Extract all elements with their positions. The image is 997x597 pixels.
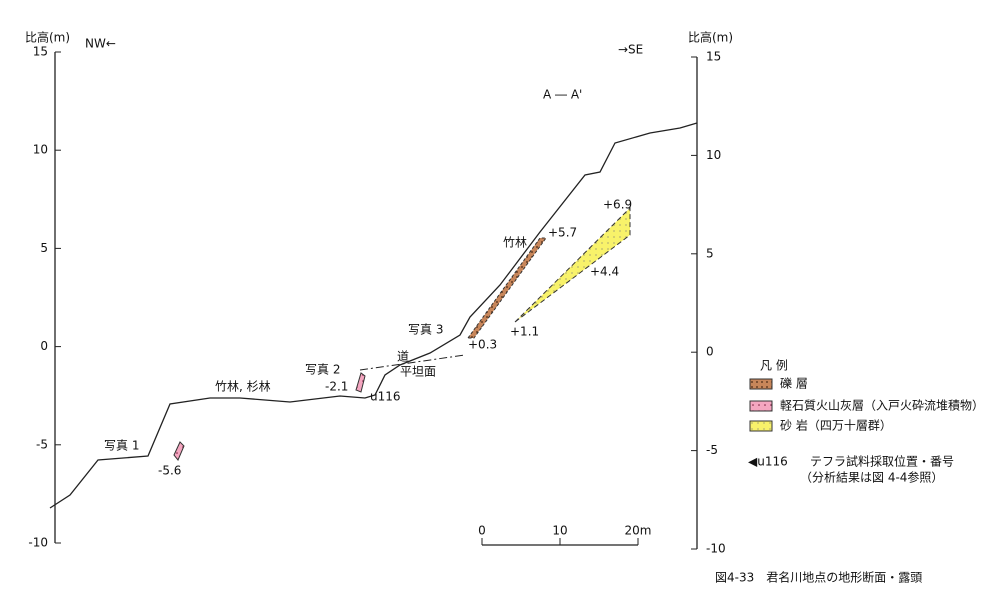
tick-label: -10 <box>706 542 726 556</box>
elevation: -5.6 <box>158 464 181 478</box>
photo-label: 写真 2 <box>305 363 340 377</box>
caption: 図4-33 君名川地点の地形断面・露頭 <box>715 570 922 585</box>
legend-item: テフラ試料採取位置・番号 <box>810 454 954 469</box>
direction: →SE <box>618 43 643 57</box>
flat-surface <box>359 354 466 371</box>
photo-label: 写真 1 <box>104 439 139 453</box>
photo-label: 写真 3 <box>408 323 443 337</box>
section-label: A ― A' <box>543 88 582 102</box>
elevation: +5.7 <box>548 226 577 240</box>
tick-label: -10 <box>28 536 48 550</box>
tick-label: 0 <box>706 345 714 359</box>
tick-label: 15 <box>706 50 721 64</box>
pumice-outcrop <box>173 441 185 461</box>
label: 竹林 <box>503 236 527 250</box>
gravel-layer <box>467 237 547 339</box>
legend-item: ◀u116 <box>748 455 788 469</box>
elevation: +6.9 <box>603 198 632 212</box>
label: 平坦面 <box>400 365 436 379</box>
scale-label: 0 <box>478 524 486 538</box>
legend-swatch <box>749 378 773 390</box>
axis-label: 比高(m) <box>25 30 70 45</box>
axes <box>54 52 698 549</box>
label: 道 <box>397 350 409 364</box>
label: 竹林, 杉林 <box>215 380 271 394</box>
tick-label: 5 <box>706 246 714 260</box>
legend-swatch <box>749 400 773 412</box>
sandstone <box>514 206 631 323</box>
pumice-outcrop <box>355 372 366 393</box>
tick-label: -5 <box>36 437 48 451</box>
scale-label: 10 <box>552 524 567 538</box>
tick-label: -5 <box>706 443 718 457</box>
scale-label: 20m <box>625 524 652 538</box>
sample-label: u116 <box>370 390 401 404</box>
legend-item: 軽石質火山灰層（入戸火砕流堆積物） <box>780 398 984 413</box>
tick-label: 5 <box>40 241 48 255</box>
elevation: +1.1 <box>510 325 539 339</box>
elevation: -2.1 <box>325 380 348 394</box>
terrain <box>49 122 698 509</box>
elevation: +4.4 <box>590 265 619 279</box>
direction: NW← <box>85 37 116 51</box>
tick-label: 10 <box>33 143 48 157</box>
axis-label: 比高(m) <box>688 30 733 45</box>
legend-title: 凡 例 <box>760 359 788 373</box>
tick-label: 0 <box>40 339 48 353</box>
tick-label: 10 <box>706 148 721 162</box>
legend-item: 礫 層 <box>780 376 808 391</box>
legend-item: 砂 岩（四万十層群） <box>780 418 892 433</box>
tick-label: 15 <box>33 45 48 59</box>
legend-item: （分析結果は図 4-4参照） <box>800 470 943 485</box>
elevation: +0.3 <box>468 338 497 352</box>
legend-swatch <box>749 420 773 432</box>
